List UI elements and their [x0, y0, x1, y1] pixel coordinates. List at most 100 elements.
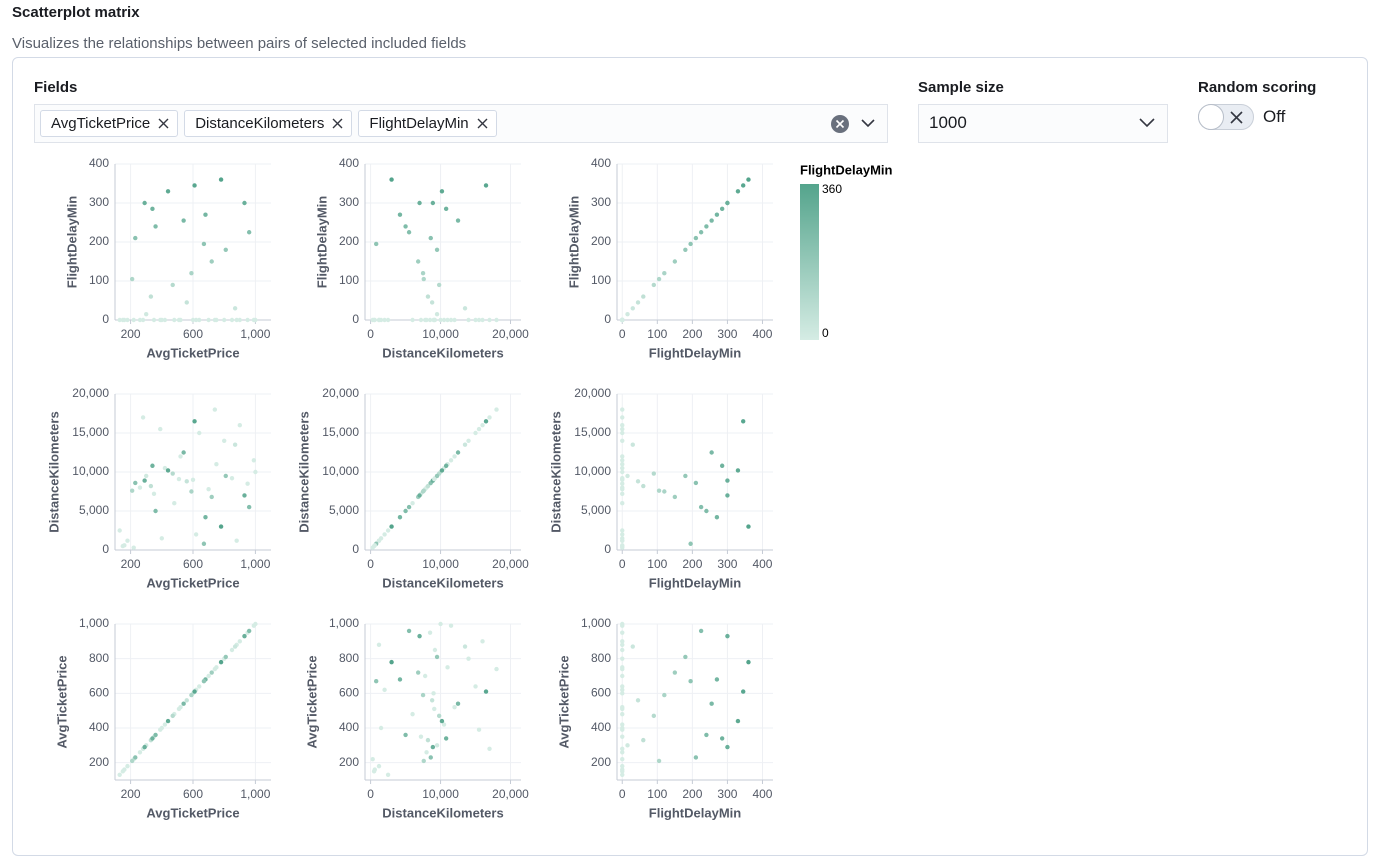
scatter-point [439, 189, 445, 194]
scatter-point [656, 488, 662, 493]
scatter-point [158, 727, 163, 732]
scatter-point [719, 463, 725, 468]
scatter-point [234, 317, 239, 323]
scatter-point [418, 317, 424, 323]
field-pill[interactable]: DistanceKilometers [184, 110, 353, 137]
remove-icon[interactable] [158, 118, 169, 129]
scatter-point [688, 541, 693, 546]
select-arrow [1139, 118, 1155, 128]
scatter-point [741, 183, 746, 188]
scatter-point [184, 698, 189, 703]
scatter-point [662, 489, 667, 494]
scatter-point [620, 763, 625, 769]
scatter-point [151, 317, 157, 323]
scatter-point [651, 282, 657, 288]
y-tick-label: 100 [339, 273, 359, 287]
field-pill[interactable]: FlightDelayMin [358, 110, 497, 137]
scatter-point [620, 481, 625, 486]
scatter-point [487, 317, 492, 323]
field-pill[interactable]: AvgTicketPrice [40, 110, 179, 137]
x-tick-label: 100 [647, 327, 667, 341]
scatter-point [641, 737, 646, 743]
scatter-point [232, 306, 238, 311]
scatter-point [620, 317, 625, 323]
scatter-point [223, 247, 228, 252]
y-tick-label: 400 [89, 156, 109, 170]
scatter-point [197, 317, 202, 323]
scatter-point [656, 758, 662, 764]
x-tick-label: 0 [619, 327, 626, 341]
scatter-point [483, 419, 489, 424]
scatter-point [251, 623, 257, 628]
y-tick-label: 200 [89, 755, 109, 769]
scatter-point [372, 767, 377, 772]
y-tick-label: 800 [591, 651, 611, 665]
scatter-point [176, 476, 182, 482]
x-tick-label: 1,000 [240, 787, 270, 801]
scatter-point [725, 200, 730, 206]
scatter-point [150, 206, 155, 212]
scatter-point [693, 480, 699, 486]
scatter-point [420, 271, 426, 276]
scatter-point [162, 465, 168, 471]
scatter-point [494, 317, 499, 323]
x-tick-label: 1,000 [240, 327, 270, 341]
scatter-point [427, 630, 433, 635]
sample-size-label: Sample size [918, 79, 1004, 96]
scatter-point [181, 701, 186, 706]
scatter-point [630, 644, 635, 649]
scatter-point [192, 183, 197, 188]
scatter-point [170, 471, 175, 476]
x-tick-label: 200 [121, 787, 141, 801]
scatter-point [122, 543, 127, 548]
scatter-point [201, 241, 207, 247]
scatter-point [129, 276, 135, 282]
scatter-point [133, 755, 138, 760]
scatter-point [422, 673, 428, 679]
scatter-point [473, 430, 478, 436]
scatter-point [417, 493, 422, 498]
scatter-point [158, 317, 163, 323]
scatter-point [651, 471, 657, 476]
scatter-point [428, 235, 433, 241]
scatter-point [473, 684, 478, 689]
scatter-point [620, 623, 625, 628]
y-tick-label: 200 [339, 755, 359, 769]
scatter-point [162, 722, 168, 727]
scatter-point [251, 317, 257, 323]
remove-icon[interactable] [332, 118, 343, 129]
scatter-point [672, 259, 678, 264]
scatter-point [376, 642, 382, 647]
scatter-point [434, 311, 440, 317]
scatter-point [620, 746, 625, 751]
y-tick-label: 10,000 [574, 464, 611, 478]
dropdown-arrow[interactable] [861, 119, 875, 128]
y-axis-title: AvgTicketPrice [556, 655, 571, 748]
sample-size-select[interactable]: 1000 [918, 104, 1168, 143]
scatter-point [165, 189, 171, 194]
y-tick-label: 800 [89, 651, 109, 665]
x-axis-title: DistanceKilometers [382, 805, 503, 820]
scatter-point [683, 654, 688, 660]
scatter-point [397, 677, 403, 682]
scatter-point [441, 722, 447, 727]
scatter-point [246, 230, 252, 235]
remove-icon[interactable] [477, 118, 488, 129]
scatter-point [430, 744, 436, 750]
scatter-point [229, 317, 235, 323]
y-tick-label: 100 [591, 273, 611, 287]
y-tick-label: 200 [339, 234, 359, 248]
scatter-point [620, 462, 625, 467]
scatter-point [620, 666, 625, 672]
scatter-point [372, 317, 377, 323]
x-tick-label: 10,000 [422, 787, 459, 801]
scatter-point [735, 718, 741, 724]
scatter-point [620, 772, 625, 777]
random-scoring-switch[interactable] [1198, 104, 1254, 130]
scatter-point [620, 647, 625, 653]
scatter-point [483, 689, 489, 694]
x-tick-label: 200 [682, 327, 702, 341]
fields-combobox[interactable]: AvgTicketPrice DistanceKilometers FlightDe… [34, 104, 888, 143]
scatter-point [448, 623, 454, 628]
scatter-point [245, 481, 250, 486]
